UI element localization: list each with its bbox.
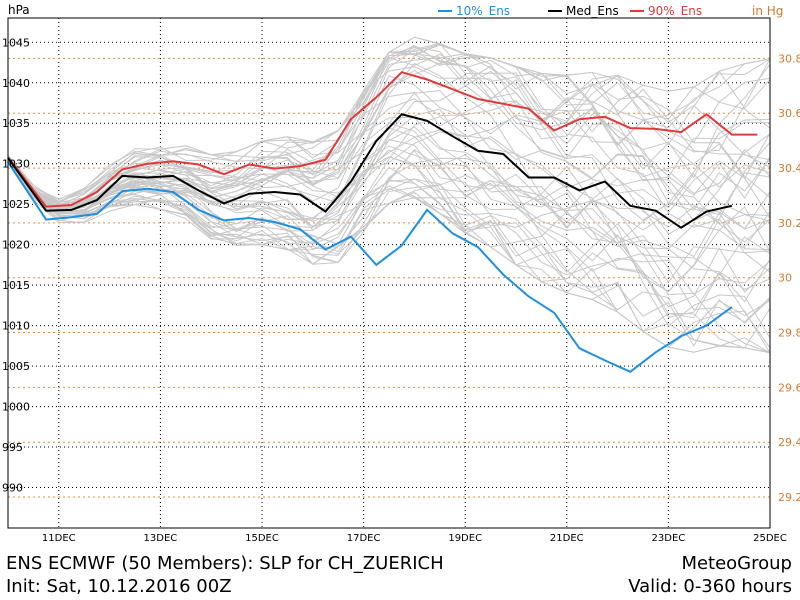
x-tick-label: 15DEC [245, 533, 279, 544]
ensemble-member-line [7, 159, 771, 354]
legend-label-10pct: 10%_Ens [456, 4, 510, 18]
series [7, 71, 758, 373]
y-tick-label-right: 29.2 [778, 491, 800, 504]
legend: 10%_Ens Med_Ens 90%_Ens in Hg [438, 4, 783, 18]
valid-label: Valid: 0-360 hours [628, 576, 792, 597]
brand-label: MeteoGroup [681, 553, 792, 574]
x-tick-label: 13DEC [144, 533, 178, 544]
ensemble-member-line [7, 62, 771, 229]
y-tick-label-left: 1045 [2, 36, 30, 49]
y-tick-label-right: 30.6 [778, 107, 800, 120]
x-tick-label: 23DEC [652, 533, 686, 544]
y-axis-right-labels: 29.2 29.4 29.6 29.8 30 30.2 30.4 30.6 30.8 [778, 52, 800, 504]
x-tick-label: 25DEC [753, 533, 787, 544]
y-tick-label-right: 29.4 [778, 436, 800, 449]
y-tick-label-left: 1020 [2, 239, 30, 252]
ensemble-member-line [7, 156, 771, 293]
grid [8, 18, 770, 528]
ensemble-member-line [7, 116, 771, 293]
y-tick-label-left: 1025 [2, 198, 30, 211]
ensemble-member-line [7, 50, 771, 200]
ensemble-member-line [7, 116, 771, 349]
x-tick-label: 11DEC [42, 533, 76, 544]
ensemble-member-line [7, 53, 771, 201]
plot-frame [7, 17, 771, 529]
y-tick-label-right: 30.8 [778, 52, 800, 65]
y-tick-label-right: 30.2 [778, 217, 800, 230]
y-tick-label-left: 1015 [2, 279, 30, 292]
left-unit-label: hPa [8, 3, 30, 17]
legend-label-med: Med_Ens [566, 4, 619, 18]
y-tick-label-left: 1040 [2, 77, 30, 90]
right-unit-label: in Hg [752, 4, 783, 18]
ensemble-member-line [7, 53, 771, 205]
y-tick-label-left: 1005 [2, 360, 30, 373]
x-axis-labels: 11DEC 13DEC 15DEC 17DEC 19DEC 21DEC 23DEC 25DEC [42, 533, 787, 544]
series-90pct-line [7, 71, 758, 208]
y-tick-label-left: 995 [2, 441, 23, 454]
ensemble-member-line [7, 159, 771, 354]
ensemble-member-line [7, 156, 771, 273]
series-median-line [7, 113, 733, 229]
y-tick-label-left: 1030 [2, 158, 30, 171]
y-tick-label-right: 29.6 [778, 381, 800, 394]
ensemble-member-line [7, 139, 771, 354]
y-tick-label-left: 1035 [2, 117, 30, 130]
ensemble-member-line [7, 75, 771, 243]
x-tick-label: 17DEC [347, 533, 381, 544]
chart: 11DEC 13DEC 15DEC 17DEC 19DEC 21DEC 23DEC 25DEC… [2, 3, 800, 544]
ensemble-member-line [7, 145, 771, 295]
x-tick-label: 19DEC [448, 533, 482, 544]
y-tick-label-right: 29.8 [778, 327, 800, 340]
series-10pct-line [7, 161, 733, 373]
x-tick-label: 21DEC [550, 533, 584, 544]
legend-label-90pct: 90%_Ens [648, 4, 702, 18]
init-label: Init: Sat, 10.12.2016 00Z [6, 576, 232, 597]
ensemble-member-line [7, 98, 771, 221]
ensemble-member-line [7, 154, 771, 348]
chart-title: ENS ECMWF (50 Members): SLP for CH_ZUERI… [6, 553, 444, 574]
ensemble-member-line [7, 46, 771, 203]
y-tick-label-left: 1010 [2, 320, 30, 333]
y-tick-label-right: 30 [778, 272, 792, 285]
ensemble-member-line [7, 160, 771, 284]
ensemble-member-line [7, 126, 771, 323]
y-axis-left-labels: 990 995 1000 1005 1010 1015 1020 1025 1030 1035 10… [2, 36, 30, 494]
y-tick-label-left: 1000 [2, 401, 30, 414]
ensemble-member-line [7, 122, 771, 230]
y-tick-label-left: 990 [2, 482, 23, 495]
ensemble-member-line [7, 44, 771, 202]
y-tick-label-right: 30.4 [778, 162, 800, 175]
ensemble-member-line [7, 54, 771, 213]
